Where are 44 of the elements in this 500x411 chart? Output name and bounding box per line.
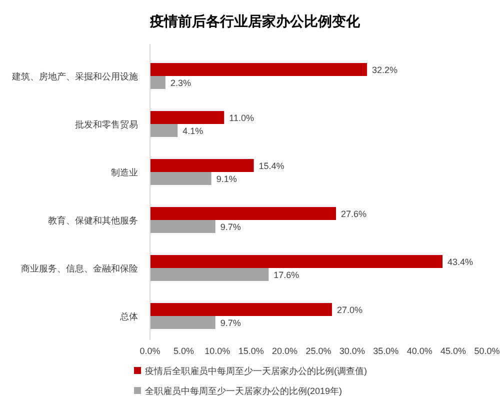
bar	[150, 220, 216, 233]
x-tick-label: 10.0%	[204, 346, 230, 356]
x-tick-label: 20.0%	[272, 346, 298, 356]
x-tick-label: 40.0%	[406, 346, 432, 356]
bar	[150, 111, 224, 124]
x-tick-label: 50.0%	[474, 346, 500, 356]
bar	[150, 124, 178, 137]
x-tick-label: 35.0%	[373, 346, 399, 356]
y-tick-label: 总体	[119, 312, 138, 322]
y-tick-label: 制造业	[111, 168, 138, 178]
data-label: 11.0%	[229, 113, 254, 123]
x-tick-label: 0.0%	[140, 346, 160, 356]
data-label: 32.2%	[372, 65, 398, 75]
data-label: 27.0%	[336, 305, 363, 315]
y-tick-label: 教育、保健和其他服务	[48, 216, 138, 226]
chart-title: 疫情前后各行业居家办公比例变化	[149, 13, 361, 29]
bar	[150, 316, 216, 329]
bar	[150, 63, 368, 76]
data-label: 9.7%	[220, 222, 241, 232]
bar	[150, 303, 332, 316]
x-tick-label: 25.0%	[306, 346, 332, 356]
bar	[150, 159, 254, 172]
x-tick-label: 45.0%	[440, 346, 466, 356]
data-label: 27.6%	[341, 209, 367, 219]
data-label: 17.6%	[274, 270, 300, 280]
data-label: 9.7%	[220, 318, 241, 328]
x-tick-label: 15.0%	[238, 346, 264, 356]
legend-label: 全职雇员中每周至少一天居家办公的比例(2019年)	[145, 386, 342, 396]
data-label: 2.3%	[170, 78, 192, 88]
data-label: 43.4%	[448, 257, 474, 267]
bar	[150, 76, 166, 89]
data-label: 4.1%	[182, 126, 204, 136]
y-tick-label: 批发和零售贸易	[75, 120, 138, 130]
x-tick-label: 30.0%	[339, 346, 365, 356]
legend-label: 疫情后全职雇员中每周至少一天居家办公的比例(调查值)	[145, 366, 367, 376]
bar	[150, 207, 336, 220]
y-tick-label: 商业服务、信息、金融和保险	[21, 264, 138, 274]
bar	[150, 255, 443, 268]
x-tick-label: 5.0%	[173, 346, 194, 356]
data-label: 15.4%	[258, 161, 284, 171]
bar	[150, 172, 212, 185]
y-tick-label: 建筑、房地产、采掘和公用设施	[11, 72, 138, 82]
bar	[150, 268, 269, 281]
data-label: 9.1%	[216, 174, 237, 184]
